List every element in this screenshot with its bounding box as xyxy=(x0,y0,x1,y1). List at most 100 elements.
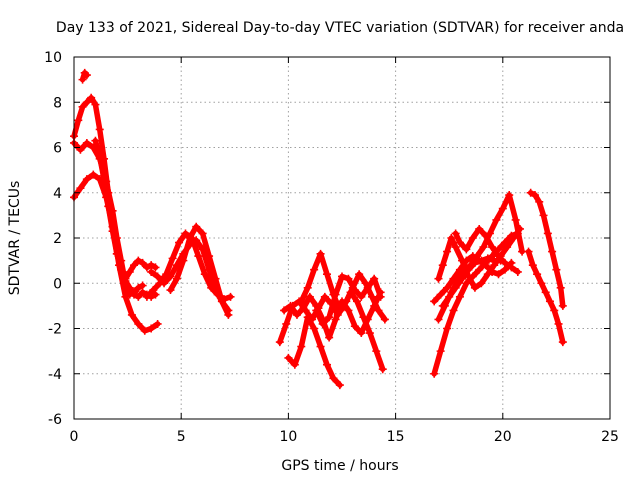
data-point-marker xyxy=(443,247,452,256)
data-point-marker xyxy=(376,288,385,297)
data-point-marker xyxy=(130,290,139,299)
data-point-marker xyxy=(151,263,160,272)
data-point-marker xyxy=(290,360,299,369)
data-point-marker xyxy=(443,324,452,333)
data-point-marker xyxy=(95,125,104,134)
data-point-marker xyxy=(82,138,91,147)
data-point-marker xyxy=(134,283,143,292)
data-point-marker xyxy=(286,301,295,310)
data-point-marker xyxy=(443,283,452,292)
data-point-marker xyxy=(104,202,113,211)
data-point-marker xyxy=(316,342,325,351)
y-axis-label: SDTVAR / TECUs xyxy=(7,181,23,296)
data-point-marker xyxy=(275,338,284,347)
data-point-marker xyxy=(87,93,96,102)
data-point-marker xyxy=(350,322,359,331)
data-point-marker xyxy=(378,365,387,374)
data-point-marker xyxy=(470,258,479,267)
data-point-marker xyxy=(134,292,143,301)
series-arc-20 xyxy=(526,188,567,310)
data-point-marker xyxy=(524,247,533,256)
data-point-marker xyxy=(310,265,319,274)
data-point-marker xyxy=(192,222,201,231)
data-point-marker xyxy=(357,329,366,338)
data-point-marker xyxy=(451,283,460,292)
data-point-marker xyxy=(481,231,490,240)
data-point-marker xyxy=(297,342,306,351)
data-point-marker xyxy=(299,304,308,313)
data-point-marker xyxy=(331,315,340,324)
data-point-marker xyxy=(548,247,557,256)
data-point-marker xyxy=(194,252,203,261)
data-point-marker xyxy=(475,224,484,233)
y-tick-label: -6 xyxy=(48,412,62,428)
series-arc-05 xyxy=(78,68,91,84)
data-point-marker xyxy=(280,306,289,315)
data-point-marker xyxy=(318,315,327,324)
y-tick-label: -4 xyxy=(48,367,62,383)
data-point-marker xyxy=(470,283,479,292)
data-point-marker xyxy=(292,310,301,319)
data-point-marker xyxy=(310,324,319,333)
data-point-marker xyxy=(543,229,552,238)
data-point-marker xyxy=(436,347,445,356)
data-point-marker xyxy=(353,297,362,306)
data-point-marker xyxy=(498,204,507,213)
data-point-marker xyxy=(226,292,235,301)
data-point-marker xyxy=(175,238,184,247)
data-point-marker xyxy=(205,252,214,261)
data-point-marker xyxy=(91,100,100,109)
data-point-marker xyxy=(138,288,147,297)
data-point-marker xyxy=(303,313,312,322)
data-point-marker xyxy=(312,301,321,310)
data-point-marker xyxy=(447,234,456,242)
data-point-marker xyxy=(370,274,379,283)
data-point-marker xyxy=(513,267,522,276)
y-tick-label: 2 xyxy=(53,231,62,247)
data-point-marker xyxy=(305,292,314,301)
data-point-marker xyxy=(78,102,87,111)
data-point-marker xyxy=(147,267,156,276)
data-point-marker xyxy=(127,310,136,319)
data-point-marker xyxy=(82,175,91,184)
data-point-marker xyxy=(91,136,100,145)
x-tick-label: 10 xyxy=(279,429,297,445)
data-point-marker xyxy=(192,236,201,245)
data-point-marker xyxy=(320,292,329,301)
data-point-marker xyxy=(473,252,482,261)
y-tick-label: 8 xyxy=(53,95,62,111)
data-point-marker xyxy=(509,234,518,242)
series-arc-18 xyxy=(451,224,522,276)
data-point-marker xyxy=(217,297,226,306)
data-point-marker xyxy=(374,306,383,315)
series-line xyxy=(431,230,521,377)
data-point-marker xyxy=(138,281,147,290)
data-point-marker xyxy=(130,261,139,270)
data-point-marker xyxy=(464,265,473,274)
data-point-marker xyxy=(539,211,548,220)
data-point-marker xyxy=(224,310,233,319)
data-point-marker xyxy=(558,301,567,310)
data-point-marker xyxy=(438,301,447,310)
series-arc-21 xyxy=(524,247,567,347)
data-point-marker xyxy=(344,306,353,315)
data-point-marker xyxy=(554,319,563,328)
data-point-marker xyxy=(455,292,464,301)
x-tick-label: 25 xyxy=(601,429,619,445)
data-point-marker xyxy=(430,297,439,306)
data-point-marker xyxy=(142,292,151,301)
data-point-marker xyxy=(496,256,505,265)
data-point-marker xyxy=(200,270,209,279)
data-point-marker xyxy=(492,215,501,224)
data-point-marker xyxy=(153,272,162,281)
data-point-marker xyxy=(322,270,331,279)
data-point-marker xyxy=(303,283,312,292)
data-point-marker xyxy=(322,360,331,369)
x-tick-label: 20 xyxy=(494,429,512,445)
y-tick-label: -2 xyxy=(48,322,62,338)
x-tick-label: 0 xyxy=(70,429,79,445)
data-point-marker xyxy=(468,234,477,242)
data-point-marker xyxy=(179,256,188,265)
y-tick-label: 6 xyxy=(53,141,62,157)
series-arc-04 xyxy=(91,136,160,301)
